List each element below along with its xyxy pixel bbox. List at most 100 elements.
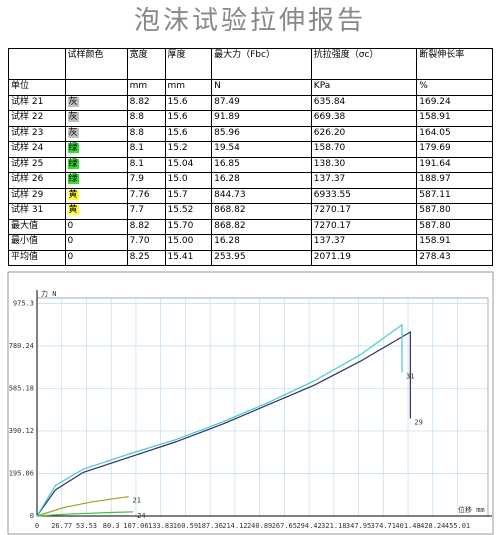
table-cell: 16.28 (211, 234, 312, 251)
table-cell: 158.91 (416, 110, 493, 127)
table-cell: 7.7 (126, 203, 166, 220)
table-cell: 626.20 (310, 125, 418, 142)
table-cell: 137.37 (310, 172, 418, 189)
table-cell: 断裂伸长率 (416, 48, 493, 80)
x-tick-label: 347.95 (346, 522, 371, 530)
table-cell: 844.73 (211, 187, 312, 204)
chart: 0 26.77 53.53 80.3 107.06 133.83 160.59 187.36 2… (7, 271, 494, 535)
table-cell: 平均值 (8, 249, 66, 266)
color-tag: 绿 (67, 158, 79, 169)
x-tick-label: 107.06 (123, 522, 148, 530)
x-tick-label: 187.36 (198, 522, 223, 530)
color-tag: 黄 (67, 189, 79, 200)
table-cell: 8.8 (126, 125, 166, 142)
table-cell: % (416, 79, 493, 96)
table-cell: 黄 (64, 203, 128, 220)
table-cell: 试样 21 (8, 94, 66, 111)
series-line (36, 323, 403, 517)
x-tick-label: 401.48 (395, 522, 420, 530)
table-row: 试样 29 黄 7.76 15.7 844.73 6933.55 587.11 (8, 187, 493, 204)
results-table: 试样颜色 宽度 厚度 最大力（Fbc） 抗拉强度（σc） 断裂伸长率 单位 mm mm N KPa%… (8, 48, 493, 266)
table-cell: 15.41 (164, 249, 213, 266)
table-cell (8, 48, 66, 80)
table-cell: 试样颜色 (64, 48, 128, 80)
table-cell: 8.8 (126, 110, 166, 127)
table-row: 试样 26 绿 7.9 15.0 16.28 137.37 188.97 (8, 172, 493, 189)
table-cell: 158.70 (310, 141, 418, 158)
table-cell: 0 (64, 249, 128, 266)
table-row: 试样颜色 宽度 厚度 最大力（Fbc） 抗拉强度（σc） 断裂伸长率 (8, 48, 493, 80)
table-cell: 最大力（Fbc） (211, 48, 312, 80)
table-cell: 灰 (64, 125, 128, 142)
color-tag: 黄 (67, 205, 79, 215)
title: 泡沫试验拉伸报告 (133, 6, 366, 36)
table-cell: 绿 (64, 156, 128, 173)
table-cell: 188.97 (416, 172, 493, 189)
table-row: 试样 24 绿 8.1 15.2 19.54 158.70 179.69 (8, 141, 493, 158)
table-cell: mm (126, 79, 166, 96)
table-cell: 最小值 (8, 234, 66, 251)
y-tick-label: 390.12 (9, 427, 34, 435)
x-tick-label: 374.71 (371, 522, 396, 530)
table-cell: 16.85 (211, 156, 312, 173)
table-cell: 15.70 (164, 218, 213, 235)
table-cell: 15.6 (164, 94, 213, 111)
table-cell: 15.7 (164, 187, 213, 204)
series-line (36, 330, 411, 517)
table-cell: 6933.55 (310, 187, 418, 204)
table-cell: 15.6 (164, 110, 213, 127)
table-cell: 669.38 (310, 110, 418, 127)
y-tick-label: 585.18 (9, 384, 34, 392)
y-tick-label: 975.3 (13, 299, 34, 307)
table-row: 最小值 0 7.70 15.00 16.28 137.37 158.91 (8, 234, 493, 251)
series-label: 31 (406, 373, 414, 381)
color-tag: 灰 (67, 127, 79, 138)
table-row: 最大值 0 8.82 15.70 868.82 7270.17 587.80 (8, 218, 493, 235)
y-tick-label: 780.24 (9, 342, 34, 350)
table-row: 试样 25 绿 8.1 15.04 16.85 138.30 191.64 (8, 156, 493, 173)
table-cell (64, 79, 128, 96)
table-cell: 7.9 (126, 172, 166, 189)
table-cell: 15.6 (164, 125, 213, 142)
color-tag: 绿 (67, 143, 79, 153)
x-tick-label: 240.89 (247, 522, 272, 530)
x-tick-label: 267.65 (272, 522, 297, 530)
table-cell: 最大值 (8, 218, 66, 235)
table-row: 试样 23 灰 8.8 15.6 85.96 626.20 164.05 (8, 125, 493, 142)
table-row: 试样 31 黄 7.7 15.52 868.82 7270.17 587.80 (8, 203, 493, 220)
table-row: 单位 mm mm N KPa% (8, 79, 493, 96)
y-tick-label: 195.06 (9, 469, 34, 477)
table-cell: 灰 (64, 110, 128, 127)
table-cell: 15.00 (164, 234, 213, 251)
table-cell: 191.64 (416, 156, 493, 173)
table-cell: 137.37 (310, 234, 418, 251)
table-cell: 253.95 (211, 249, 312, 266)
table-cell: 158.91 (416, 234, 493, 251)
table-cell: 8.1 (126, 141, 166, 158)
table-cell: 7270.17 (310, 218, 418, 235)
table-cell: 16.28 (211, 172, 312, 189)
table-cell: 单位 (8, 79, 66, 96)
table-cell: 试样 22 (8, 110, 66, 127)
table-cell: 试样 29 (8, 187, 66, 204)
table-cell: 试样 24 (8, 141, 66, 158)
table-cell: 91.89 (211, 110, 312, 127)
table-cell: 138.30 (310, 156, 418, 173)
table-cell: 587.11 (416, 187, 493, 204)
table-cell: 试样 31 (8, 203, 66, 220)
table-cell: 15.2 (164, 141, 213, 158)
series-line (36, 511, 134, 517)
table-cell: 278.43 (416, 249, 493, 266)
table-cell: 179.69 (416, 141, 493, 158)
x-axis-label: 位移 mm (458, 505, 485, 514)
table-cell: 绿 (64, 172, 128, 189)
table-cell: 8.82 (126, 218, 166, 235)
table-cell: 87.49 (211, 94, 312, 111)
table-cell: 169.24 (416, 94, 493, 111)
table-cell: 黄 (64, 187, 128, 204)
table-cell: 抗拉强度（σc） (310, 48, 418, 80)
table-cell: 试样 23 (8, 125, 66, 142)
x-tick-label: 133.83 (148, 522, 173, 530)
table-cell: 587.80 (416, 218, 493, 235)
